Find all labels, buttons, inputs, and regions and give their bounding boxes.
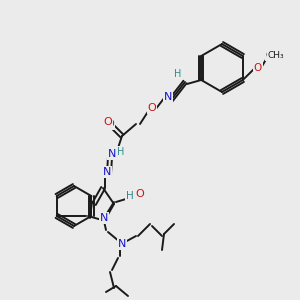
Text: O: O <box>148 103 156 113</box>
Text: O: O <box>136 189 144 199</box>
Text: H: H <box>126 191 134 201</box>
Text: N: N <box>103 167 111 177</box>
Text: H: H <box>174 69 182 79</box>
Text: O: O <box>136 189 144 199</box>
Text: H: H <box>117 147 125 157</box>
Text: N: N <box>100 213 108 223</box>
Text: N: N <box>108 149 116 159</box>
Text: CH₃: CH₃ <box>268 52 284 61</box>
Text: O: O <box>106 119 114 129</box>
Text: O: O <box>254 63 262 73</box>
Text: N: N <box>108 149 116 159</box>
Text: N: N <box>164 92 172 102</box>
Text: N: N <box>118 239 126 249</box>
Text: O: O <box>148 103 156 113</box>
Text: N: N <box>103 167 111 177</box>
Text: H: H <box>174 69 182 79</box>
Text: N: N <box>164 92 172 102</box>
Text: O: O <box>103 117 112 127</box>
Text: N: N <box>118 239 126 249</box>
Text: N: N <box>100 213 108 223</box>
Text: CH₃: CH₃ <box>266 52 282 61</box>
Text: O: O <box>254 63 262 73</box>
Text: H: H <box>117 147 125 157</box>
Text: H: H <box>126 191 134 201</box>
